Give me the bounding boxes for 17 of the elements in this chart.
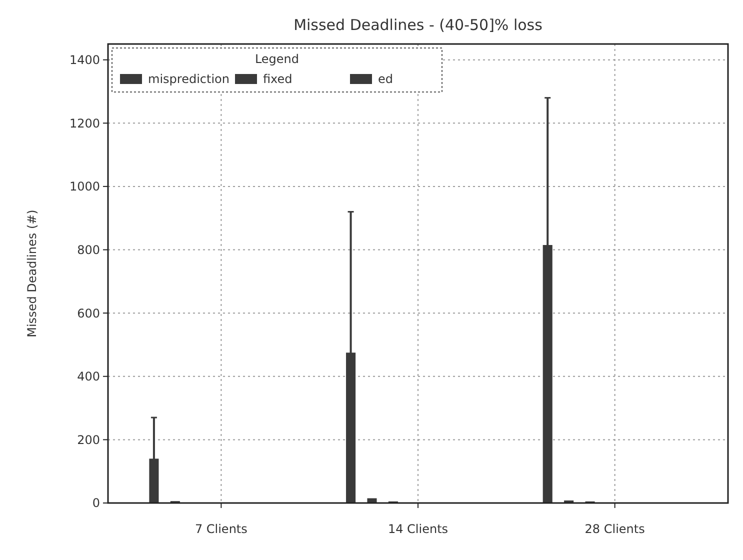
y-tick-label: 1200 bbox=[69, 116, 100, 130]
legend-label: misprediction bbox=[148, 72, 230, 86]
y-tick-label: 1000 bbox=[69, 180, 100, 194]
y-axis-title: Missed Deadlines (#) bbox=[25, 210, 39, 338]
x-tick-label: 28 Clients bbox=[584, 522, 645, 536]
y-tick-label: 400 bbox=[77, 370, 100, 384]
y-tick-label: 0 bbox=[92, 496, 100, 510]
chart-title: Missed Deadlines - (40-50]% loss bbox=[294, 16, 543, 34]
y-tick-label: 600 bbox=[77, 306, 100, 320]
x-tick-label: 14 Clients bbox=[388, 522, 448, 536]
x-tick-label: 7 Clients bbox=[194, 522, 248, 536]
legend-label: ed bbox=[378, 72, 393, 86]
legend-label: fixed bbox=[263, 72, 292, 86]
y-tick-label: 1400 bbox=[69, 53, 100, 68]
legend-title: Legend bbox=[254, 52, 300, 66]
y-tick-label: 200 bbox=[77, 432, 100, 447]
y-tick-label: 800 bbox=[77, 242, 100, 257]
